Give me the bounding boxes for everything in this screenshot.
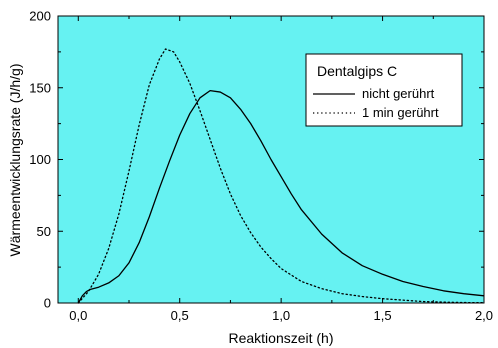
y-tick-label: 100 [29,152,51,167]
series-line-nicht-geruehrt [77,89,485,304]
y-axis-title: Wärmeentwicklungsrate (J/h/g) [7,64,23,257]
legend-label-1-min-geruehrt: 1 min gerührt [362,105,439,120]
x-axis-title: Reaktionszeit (h) [228,330,333,346]
legend-label-nicht-geruehrt: nicht gerührt [362,86,435,101]
legend-title: Dentalgips C [317,63,397,79]
x-tick-label: 2,0 [475,308,493,323]
x-tick-label: 1,5 [374,308,392,323]
y-tick-label: 50 [37,224,51,239]
y-tick-label: 0 [44,296,51,311]
y-tick-label: 150 [29,80,51,95]
series-line-1-min-geruehrt [77,48,485,304]
x-tick-label: 0,5 [171,308,189,323]
y-tick-label: 200 [29,9,51,24]
x-tick-label: 0,0 [69,308,87,323]
ticks-layer [58,15,485,304]
legend-box [305,53,463,127]
legend: Dentalgips C nicht gerührt 1 min gerührt [305,53,463,127]
series-layer [77,48,485,304]
x-tick-label: 1,0 [272,308,290,323]
tick-labels-layer: 0,0 0,5 1,0 1,5 2,0 0 50 100 150 200 [29,9,493,324]
